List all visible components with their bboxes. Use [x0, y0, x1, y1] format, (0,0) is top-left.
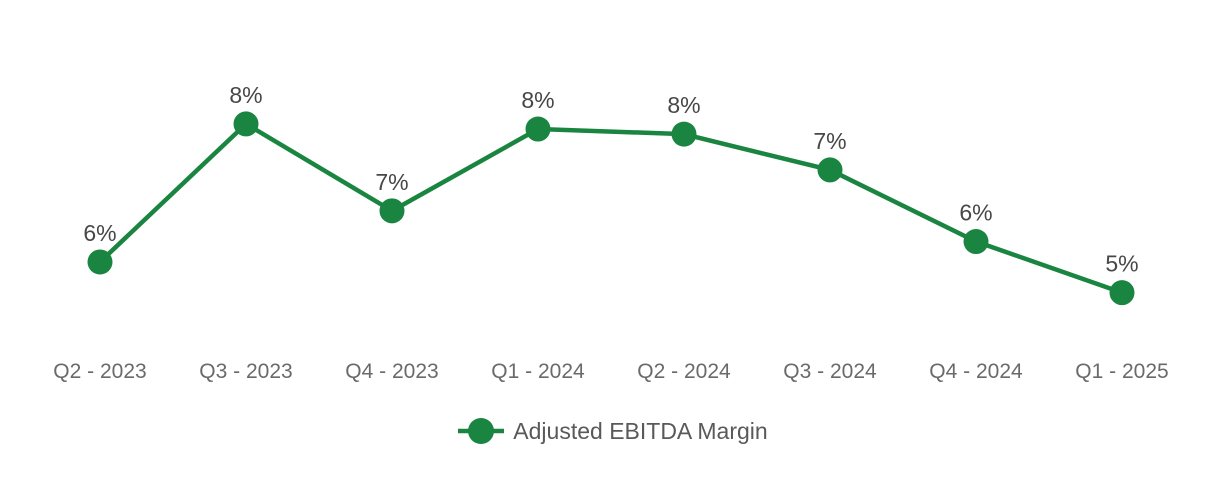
legend-label: Adjusted EBITDA Margin	[513, 418, 768, 444]
data-label: 8%	[229, 82, 262, 108]
data-point[interactable]	[1109, 280, 1135, 306]
data-label: 8%	[521, 87, 554, 113]
data-label: 5%	[1105, 251, 1138, 277]
data-point[interactable]	[87, 249, 113, 275]
x-axis-label: Q2 - 2023	[53, 360, 146, 383]
x-axis-label: Q3 - 2024	[783, 360, 877, 383]
chart-canvas: 6% Q2 - 2023 8% Q3 - 2023 7% Q4 - 2023 8% Q1 - …	[53, 82, 1168, 383]
data-point[interactable]	[963, 229, 989, 255]
x-axis-label: Q4 - 2023	[345, 360, 438, 383]
legend: Adjusted EBITDA Margin	[0, 413, 1226, 449]
data-label: 7%	[375, 169, 408, 195]
legend-item-adjusted-ebitda-margin[interactable]: Adjusted EBITDA Margin	[458, 413, 768, 449]
data-point[interactable]	[233, 111, 259, 137]
x-axis-label: Q1 - 2024	[491, 360, 585, 383]
x-axis-label: Q2 - 2024	[637, 360, 731, 383]
data-point[interactable]	[525, 116, 551, 142]
x-axis-label: Q4 - 2024	[929, 360, 1023, 383]
series-line	[98, 121, 1123, 295]
data-label: 8%	[667, 92, 700, 118]
data-label: 6%	[959, 200, 992, 226]
x-axis-label: Q3 - 2023	[199, 360, 292, 383]
data-point[interactable]	[817, 157, 843, 183]
legend-line-marker-icon	[458, 418, 505, 444]
data-point[interactable]	[671, 121, 697, 147]
data-label: 6%	[83, 220, 116, 246]
data-point[interactable]	[379, 198, 405, 224]
x-axis-label: Q1 - 2025	[1075, 360, 1168, 383]
data-label: 7%	[813, 128, 846, 154]
